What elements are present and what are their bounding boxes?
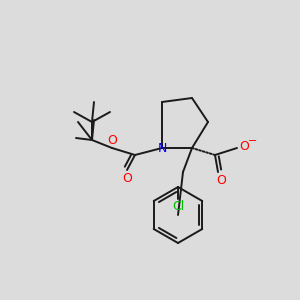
Text: O: O (216, 173, 226, 187)
Text: O: O (107, 134, 117, 148)
Text: O: O (122, 172, 132, 184)
Text: N: N (157, 142, 167, 154)
Text: −: − (248, 136, 258, 146)
Text: Cl: Cl (172, 200, 184, 214)
Text: O: O (239, 140, 249, 152)
